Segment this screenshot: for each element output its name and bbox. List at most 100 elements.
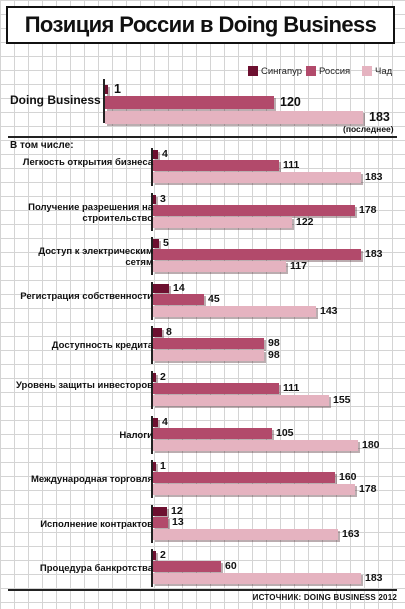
axis-line bbox=[151, 416, 153, 454]
data-label: 105 bbox=[276, 427, 294, 439]
legend-swatch bbox=[362, 66, 372, 76]
data-label: 12 bbox=[171, 505, 183, 517]
bar-chad bbox=[153, 217, 292, 228]
bar-russia bbox=[153, 383, 279, 394]
axis-line bbox=[151, 282, 153, 320]
axis-line bbox=[151, 326, 153, 364]
bar-chad bbox=[153, 261, 286, 272]
overall-data-label: 183 bbox=[369, 110, 390, 124]
axis-line bbox=[151, 148, 153, 186]
category-label: Налоги bbox=[119, 430, 153, 441]
bar-chad bbox=[153, 172, 361, 183]
bar-chad bbox=[153, 529, 338, 540]
legend-item: Сингапур bbox=[248, 64, 302, 78]
bar-chad bbox=[153, 484, 355, 495]
bar-singapore bbox=[153, 507, 167, 516]
axis-line bbox=[151, 237, 153, 275]
legend-label: Сингапур bbox=[261, 65, 303, 77]
data-label: 178 bbox=[359, 483, 377, 495]
chart-title-box: Позиция России в Doing Business bbox=[6, 6, 395, 44]
data-label: 163 bbox=[342, 528, 360, 540]
data-label: 98 bbox=[268, 349, 280, 361]
data-label: 183 bbox=[365, 171, 383, 183]
overall-label: Doing Business bbox=[10, 93, 101, 107]
legend-item: Россия bbox=[306, 64, 350, 78]
bar-singapore bbox=[153, 328, 162, 337]
category-label: Легкость открытия бизнеса bbox=[22, 157, 153, 168]
category-label: Доступность кредита bbox=[51, 340, 153, 351]
data-label: 1 bbox=[160, 460, 166, 472]
axis-line bbox=[151, 460, 153, 498]
data-label: 4 bbox=[162, 416, 168, 428]
data-label: 183 bbox=[365, 572, 383, 584]
bar-singapore bbox=[153, 373, 156, 382]
data-label: 117 bbox=[290, 260, 307, 272]
data-label: 111 bbox=[283, 159, 300, 171]
bar-singapore bbox=[153, 284, 169, 293]
data-label: 143 bbox=[320, 305, 338, 317]
category-label: Уровень защиты инвесторов bbox=[15, 380, 153, 391]
overall-data-label: 120 bbox=[280, 95, 301, 109]
bar-chad bbox=[153, 350, 264, 361]
data-label: 3 bbox=[160, 193, 166, 205]
legend-swatch bbox=[248, 66, 258, 76]
bar-singapore bbox=[153, 239, 159, 248]
source-note: ИСТОЧНИК: DOING BUSINESS 2012 bbox=[252, 593, 397, 602]
data-label: 5 bbox=[163, 237, 169, 249]
bar-russia bbox=[153, 160, 279, 171]
data-label: 8 bbox=[166, 326, 172, 338]
bar-singapore bbox=[153, 418, 158, 427]
data-label: 4 bbox=[162, 148, 168, 160]
legend-item: Чад bbox=[362, 64, 392, 78]
data-label: 160 bbox=[339, 471, 357, 483]
bar-russia bbox=[153, 338, 264, 349]
category-label: Доступ к электрическим сетям bbox=[38, 246, 153, 268]
data-label: 183 bbox=[365, 248, 383, 260]
overall-bar-russia bbox=[105, 96, 274, 109]
bar-russia bbox=[153, 205, 355, 216]
bar-russia bbox=[153, 294, 204, 305]
bar-chad bbox=[153, 395, 329, 406]
category-label: Регистрация собственности bbox=[20, 291, 153, 302]
data-label: 155 bbox=[333, 394, 351, 406]
bar-russia bbox=[153, 517, 168, 528]
data-label: 60 bbox=[225, 560, 237, 572]
bar-russia bbox=[153, 561, 221, 572]
chart-title: Позиция России в Doing Business bbox=[24, 12, 377, 37]
legend-label: Россия bbox=[319, 65, 351, 77]
axis-line bbox=[103, 79, 105, 123]
data-label: 98 bbox=[268, 337, 280, 349]
bar-singapore bbox=[153, 150, 158, 159]
data-label: 14 bbox=[173, 282, 185, 294]
bar-singapore bbox=[153, 551, 156, 560]
last-place-note: (последнее) bbox=[343, 124, 394, 134]
bar-singapore bbox=[153, 195, 156, 204]
category-label: Процедура банкротства bbox=[39, 563, 153, 574]
data-label: 180 bbox=[362, 439, 380, 451]
overall-bar-chad bbox=[105, 111, 363, 124]
bar-singapore bbox=[153, 462, 156, 471]
axis-line bbox=[151, 193, 153, 231]
category-label: Получение разрешения на строительство bbox=[28, 202, 153, 224]
axis-line bbox=[151, 549, 153, 587]
data-label: 122 bbox=[296, 216, 314, 228]
bar-russia bbox=[153, 472, 335, 483]
data-label: 111 bbox=[283, 382, 300, 394]
bar-chad bbox=[153, 440, 358, 451]
axis-line bbox=[151, 371, 153, 409]
axis-line bbox=[151, 505, 153, 543]
bar-chad bbox=[153, 573, 361, 584]
section-label: В том числе: bbox=[10, 140, 74, 151]
category-label: Международная торговля bbox=[30, 474, 153, 485]
overall-bar-singapore bbox=[105, 85, 108, 94]
legend-label: Чад bbox=[375, 65, 393, 77]
data-label: 2 bbox=[160, 549, 166, 561]
bar-russia bbox=[153, 249, 361, 260]
data-label: 13 bbox=[172, 516, 184, 528]
data-label: 45 bbox=[208, 293, 220, 305]
bar-chad bbox=[153, 306, 316, 317]
bottom-divider bbox=[8, 589, 397, 591]
legend-swatch bbox=[306, 66, 316, 76]
bar-russia bbox=[153, 428, 272, 439]
category-label: Исполнение контрактов bbox=[40, 519, 153, 530]
